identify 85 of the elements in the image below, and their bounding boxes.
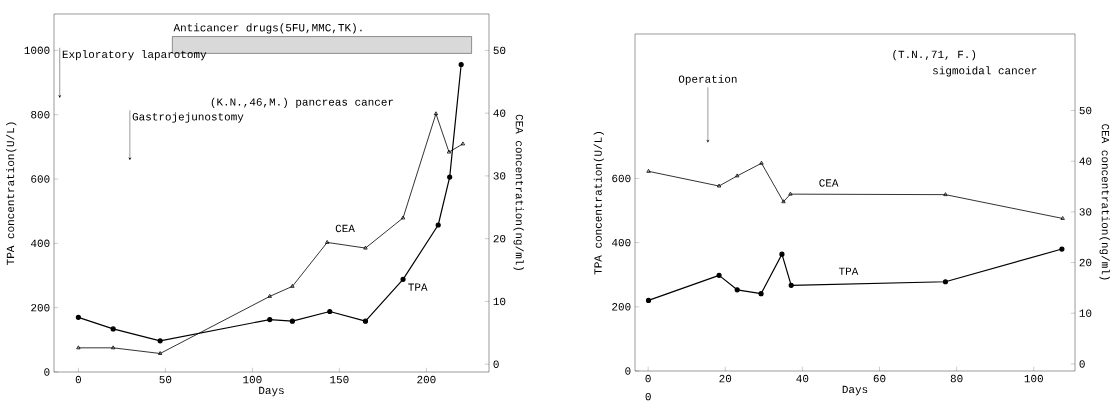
- point: [110, 326, 116, 332]
- x-tick-label: 60: [873, 374, 886, 383]
- y-axis-title: TPA concentration(U/L): [6, 122, 17, 265]
- y2-tick-label: 50: [493, 46, 506, 55]
- x-tick-label: 0: [645, 374, 651, 383]
- y-tick-label: 600: [31, 175, 50, 183]
- y-tick-label: 200: [31, 303, 50, 312]
- point: [943, 192, 948, 197]
- y-tick-label: 400: [611, 238, 631, 247]
- y-tick-label: 800: [31, 110, 50, 119]
- y-tick-label: 0: [44, 368, 50, 376]
- point: [325, 240, 330, 244]
- y-tick-label: 400: [30, 239, 50, 248]
- x-tick-label: 200: [417, 375, 436, 384]
- point: [400, 215, 406, 220]
- annotation: (T.N.,71, F.): [893, 50, 976, 61]
- y2-tick-label: 10: [493, 297, 506, 306]
- point: [446, 149, 452, 154]
- text: 0: [645, 392, 651, 401]
- y2-axis-title: CEA concentration(ng/ml): [513, 114, 524, 271]
- point: [735, 173, 740, 178]
- annotation: sigmoidal cancer: [933, 66, 1037, 77]
- y-tick-label: 200: [612, 303, 631, 311]
- annotation: Operation: [678, 74, 737, 85]
- y2-tick-label: 0: [493, 360, 499, 368]
- point: [289, 318, 295, 324]
- series-label: CEA: [819, 179, 839, 187]
- point: [363, 245, 368, 250]
- point: [758, 291, 764, 297]
- y2-tick-label: 30: [1079, 208, 1092, 216]
- point: [400, 276, 406, 282]
- x-tick-label: 50: [159, 375, 172, 384]
- x-tick-label: 40: [796, 374, 809, 383]
- point: [435, 222, 441, 228]
- x-tick-label: 100: [243, 375, 262, 384]
- series-label: TPA: [838, 267, 859, 275]
- point: [716, 272, 722, 278]
- point: [267, 293, 272, 298]
- x-tick-label: 100: [1024, 374, 1043, 383]
- point: [111, 345, 116, 350]
- point: [327, 308, 333, 315]
- point: [645, 297, 652, 303]
- point: [447, 174, 453, 180]
- x-tick-label: 20: [719, 374, 732, 383]
- annotation: Exploratory laparotomy: [62, 50, 207, 61]
- x-tick-label: 0: [75, 375, 81, 384]
- y2-tick-label: 40: [1079, 157, 1092, 165]
- y2-tick-label: 20: [1079, 258, 1092, 267]
- series-label: TPA: [408, 283, 428, 291]
- y-tick-label: 600: [612, 174, 631, 183]
- point: [458, 61, 464, 68]
- x-tick-label: 150: [330, 375, 349, 384]
- point: [362, 318, 369, 324]
- y2-axis-title: CEA concentration(ng/ml): [1099, 124, 1110, 280]
- y-axis-title: TPA concentration(U/L): [593, 132, 604, 275]
- y2-tick-label: 30: [493, 172, 506, 180]
- point: [157, 338, 163, 344]
- point: [942, 279, 949, 285]
- band-label: Anticancer drugs(5FU,MMC,TK).: [173, 23, 362, 34]
- point: [734, 287, 740, 293]
- x-axis-title: Days: [842, 385, 868, 396]
- point: [267, 316, 273, 323]
- series-label: CEA: [335, 224, 355, 233]
- y2-tick-label: 40: [493, 109, 506, 117]
- y2-tick-label: 20: [493, 234, 506, 243]
- y2-tick-label: 50: [1079, 106, 1092, 115]
- annotation: (K.N.,46,M.) pancreas cancer: [211, 97, 394, 108]
- point: [781, 199, 786, 204]
- point: [716, 183, 722, 188]
- y-tick-label: 0: [625, 367, 631, 375]
- point: [788, 191, 793, 196]
- y2-tick-label: 0: [1079, 360, 1085, 368]
- x-tick-label: 80: [950, 374, 963, 383]
- point: [75, 314, 81, 320]
- point: [1059, 246, 1065, 252]
- point: [759, 160, 764, 165]
- point: [433, 111, 439, 116]
- annotation: Gastrojejunostomy: [132, 112, 244, 123]
- point: [779, 251, 785, 257]
- point: [158, 351, 163, 355]
- x-axis-title: Days: [259, 386, 284, 397]
- point: [290, 283, 295, 288]
- y-tick-label: 1000: [24, 46, 50, 55]
- y2-tick-label: 10: [1079, 309, 1092, 317]
- point: [788, 282, 794, 288]
